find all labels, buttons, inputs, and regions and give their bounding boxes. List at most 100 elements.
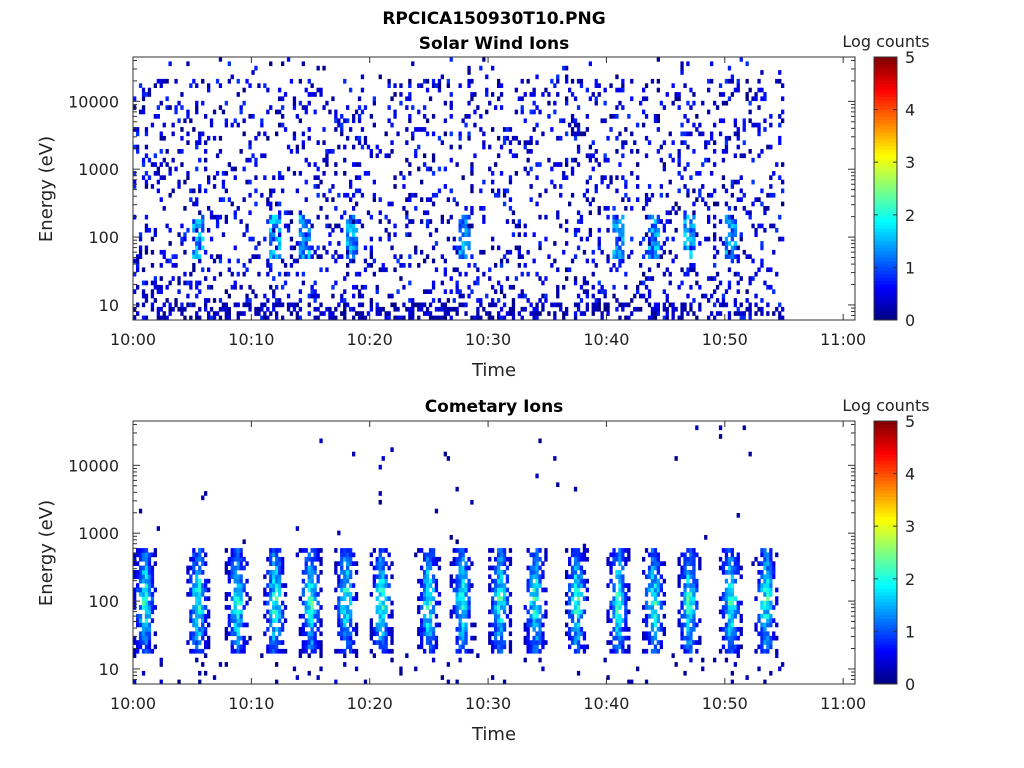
heatmap-cell	[579, 219, 584, 224]
heatmap-cell	[529, 552, 533, 558]
heatmap-cell	[204, 491, 208, 496]
heatmap-cell	[742, 315, 746, 321]
heatmap-cell	[585, 153, 589, 159]
heatmap-cell	[775, 271, 779, 277]
heatmap-cell	[559, 118, 563, 124]
heatmap-cell	[192, 227, 196, 233]
heatmap-cell	[544, 298, 548, 303]
heatmap-cell	[357, 140, 362, 145]
heatmap-cell	[393, 175, 397, 180]
heatmap-cell	[437, 592, 442, 597]
heatmap-cell	[245, 157, 249, 163]
heatmap-cell	[289, 236, 294, 242]
heatmap-cell	[677, 162, 681, 167]
heatmap-cell	[603, 306, 607, 312]
colorbar-segment	[874, 605, 897, 609]
heatmap-cell	[153, 605, 157, 610]
heatmap-cell	[346, 574, 350, 580]
heatmap-cell	[153, 280, 157, 286]
heatmap-cell	[730, 627, 734, 632]
heatmap-cell	[579, 78, 584, 84]
heatmap-cell	[757, 631, 761, 637]
heatmap-cell	[757, 583, 761, 588]
colorbar-segment	[874, 221, 897, 226]
heatmap-cell	[144, 596, 149, 601]
heatmap-cell	[428, 552, 433, 558]
heatmap-cell	[195, 223, 199, 229]
heatmap-cell	[272, 306, 276, 312]
heatmap-cell	[455, 679, 459, 685]
heatmap-cell	[349, 552, 353, 558]
heatmap-cell	[378, 74, 382, 80]
heatmap-cell	[224, 289, 228, 294]
heatmap-cell	[390, 96, 394, 102]
heatmap-cell	[499, 263, 504, 268]
heatmap-cell	[346, 640, 350, 645]
heatmap-cell	[730, 613, 734, 619]
heatmap-cell	[730, 556, 734, 562]
heatmap-cell	[565, 570, 569, 575]
heatmap-cell	[736, 144, 740, 150]
heatmap-cell	[677, 574, 681, 580]
heatmap-cell	[689, 587, 693, 593]
heatmap-cell	[218, 135, 223, 141]
heatmap-cell	[695, 127, 699, 132]
heatmap-cell	[671, 157, 675, 163]
heatmap-cell	[609, 631, 613, 637]
heatmap-cell	[556, 293, 560, 299]
colorbar-segment	[874, 575, 897, 580]
heatmap-cell	[775, 162, 779, 167]
heatmap-cell	[556, 74, 560, 80]
heatmap-cell	[467, 214, 471, 220]
heatmap-cell	[230, 122, 234, 128]
heatmap-cell	[298, 596, 302, 601]
heatmap-cell	[144, 171, 149, 176]
heatmap-cell	[576, 670, 581, 676]
heatmap-cell	[573, 276, 578, 281]
colorbar-segment	[874, 63, 897, 68]
heatmap-cell	[310, 587, 314, 593]
heatmap-cell	[144, 627, 149, 632]
heatmap-cell	[304, 561, 308, 566]
heatmap-cell	[233, 565, 237, 571]
heatmap-cell	[461, 552, 465, 558]
heatmap-cell	[529, 135, 533, 141]
heatmap-cell	[541, 302, 545, 308]
heatmap-cell	[133, 127, 137, 132]
heatmap-cell	[458, 657, 462, 663]
heatmap-cell	[455, 289, 459, 294]
heatmap-cell	[724, 635, 729, 641]
heatmap-cell	[331, 315, 335, 321]
heatmap-cell	[514, 135, 518, 141]
heatmap-cell	[443, 118, 447, 124]
heatmap-cell	[390, 631, 394, 637]
heatmap-cell	[147, 609, 152, 615]
heatmap-cell	[532, 232, 536, 237]
heatmap-cell	[532, 596, 536, 601]
heatmap-cell	[686, 245, 690, 251]
heatmap-cell	[677, 315, 681, 321]
colorbar-segment	[874, 208, 897, 212]
heatmap-cell	[494, 622, 498, 628]
colorbar-segment	[874, 463, 897, 468]
heatmap-cell	[624, 127, 628, 132]
heatmap-cell	[680, 552, 684, 558]
heatmap-cell	[535, 635, 539, 641]
heatmap-cell	[644, 605, 649, 610]
heatmap-cell	[233, 622, 237, 628]
heatmap-cell	[683, 210, 687, 216]
heatmap-cell	[689, 284, 693, 290]
heatmap-cell	[653, 236, 658, 242]
colorbar-segment	[874, 664, 897, 668]
heatmap-cell	[428, 166, 433, 172]
heatmap-cell	[298, 548, 302, 553]
heatmap-cell	[553, 109, 557, 115]
heatmap-cell	[606, 227, 610, 233]
heatmap-cell	[582, 249, 587, 255]
heatmap-cell	[319, 653, 323, 658]
heatmap-cell	[378, 306, 382, 312]
heatmap-cell	[636, 289, 640, 294]
heatmap-cell	[733, 131, 737, 137]
heatmap-cell	[470, 635, 474, 641]
heatmap-cell	[360, 311, 365, 316]
